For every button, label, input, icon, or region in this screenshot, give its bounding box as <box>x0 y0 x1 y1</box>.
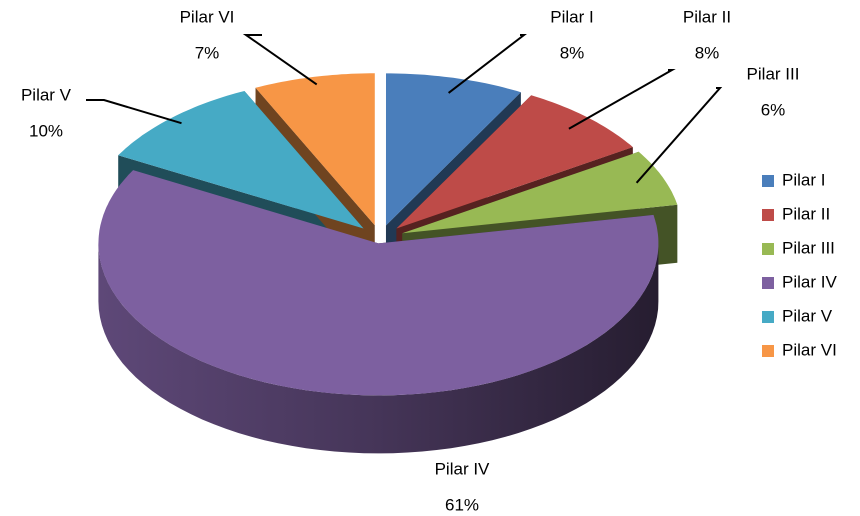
slice-label: Pilar III <box>747 64 800 83</box>
legend-label: Pilar V <box>782 306 833 325</box>
slice-label: Pilar I <box>550 7 593 26</box>
value-label: 6% <box>761 100 786 119</box>
value-label: 61% <box>445 495 479 514</box>
legend-label: Pilar III <box>782 238 835 257</box>
slice <box>118 91 364 229</box>
slice-label: Pilar VI <box>180 7 235 26</box>
legend-label: Pilar II <box>782 204 830 223</box>
slice-label: Pilar IV <box>435 459 490 478</box>
leader-line <box>447 34 527 94</box>
leader-line <box>242 34 318 86</box>
value-label: 8% <box>560 43 585 62</box>
legend-swatch <box>762 243 774 255</box>
slice-side <box>98 243 659 454</box>
slice-label: Pilar II <box>683 7 731 26</box>
leader-line <box>568 69 676 130</box>
leader-line <box>635 87 723 184</box>
slice <box>98 170 659 396</box>
slice <box>396 95 633 229</box>
legend-swatch <box>762 175 774 187</box>
legend-label: Pilar IV <box>782 272 837 291</box>
slice <box>255 73 375 226</box>
leader-line <box>86 99 182 125</box>
value-label: 10% <box>29 121 63 140</box>
value-label: 7% <box>195 43 220 62</box>
legend-label: Pilar I <box>782 170 825 189</box>
legend-label: Pilar VI <box>782 340 837 359</box>
slice-label: Pilar V <box>21 85 72 104</box>
slice <box>385 73 521 226</box>
legend-swatch <box>762 345 774 357</box>
legend-swatch <box>762 311 774 323</box>
legend-swatch <box>762 209 774 221</box>
slice <box>402 151 678 234</box>
value-label: 8% <box>695 43 720 62</box>
legend-swatch <box>762 277 774 289</box>
